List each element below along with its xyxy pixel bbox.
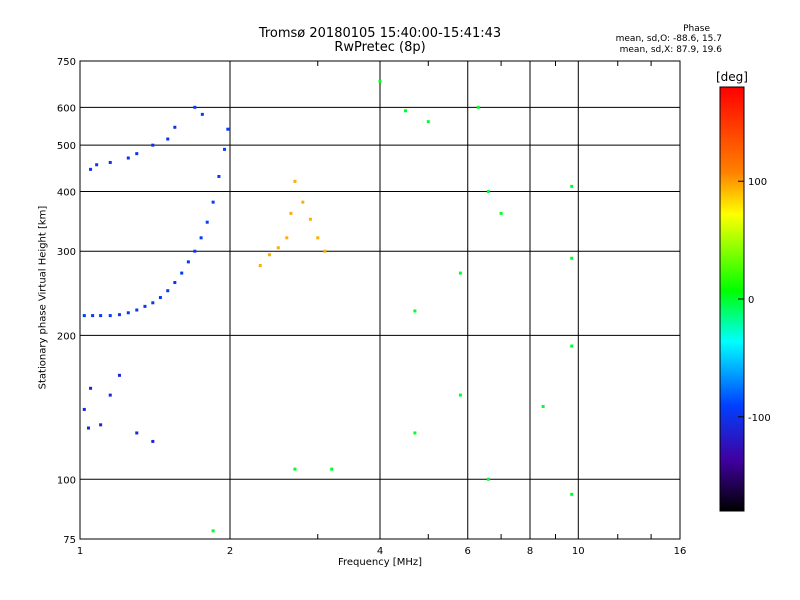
- data-point: [570, 256, 574, 260]
- x-tick-label: 1: [77, 546, 83, 557]
- y-tick-label: 100: [57, 475, 76, 486]
- colorbar-tick-label: 0: [748, 295, 754, 306]
- x-axis-label: Frequency [MHz]: [337, 557, 423, 568]
- data-point: [323, 249, 327, 253]
- data-point: [95, 163, 99, 167]
- data-point: [89, 167, 93, 171]
- x-tick-label: 10: [572, 546, 585, 557]
- data-point: [486, 477, 490, 481]
- data-point: [570, 184, 574, 188]
- data-point: [143, 304, 147, 308]
- data-point: [486, 189, 490, 193]
- data-point: [570, 344, 574, 348]
- data-point: [151, 439, 155, 443]
- data-point: [108, 160, 112, 164]
- data-point: [276, 246, 280, 250]
- data-point: [158, 296, 162, 300]
- data-point: [413, 309, 417, 313]
- data-point: [126, 156, 130, 160]
- y-tick-label: 75: [63, 535, 76, 546]
- data-point: [570, 492, 574, 496]
- chart-subtitle: RwPretec (8p): [334, 40, 426, 55]
- data-point: [126, 311, 130, 315]
- chart-title: Tromsø 20180105 15:40:00-15:41:43: [258, 26, 502, 41]
- y-tick-label: 200: [57, 331, 76, 342]
- data-point: [91, 314, 95, 318]
- data-point: [186, 260, 190, 264]
- x-tick-label: 16: [674, 546, 687, 557]
- data-point: [82, 314, 86, 318]
- data-point: [226, 127, 230, 131]
- data-point: [166, 289, 170, 293]
- phase-stats-title: Phase: [683, 24, 710, 34]
- data-point: [89, 386, 93, 390]
- data-point: [258, 264, 262, 268]
- data-point: [413, 431, 417, 435]
- y-tick-label: 300: [57, 247, 76, 258]
- data-point: [293, 179, 297, 183]
- x-tick-label: 4: [377, 546, 383, 557]
- data-point: [285, 236, 289, 240]
- data-point: [135, 431, 139, 435]
- data-point: [267, 253, 271, 257]
- data-point: [301, 200, 305, 204]
- colorbar-tick-label: -100: [748, 413, 771, 424]
- y-axis-label: Stationary phase Virtual Height [km]: [37, 205, 49, 390]
- y-tick-label: 600: [57, 103, 76, 114]
- y-tick-label: 500: [57, 141, 76, 152]
- data-point: [426, 120, 430, 124]
- data-point: [82, 407, 86, 411]
- x-tick-label: 6: [465, 546, 471, 557]
- data-point: [223, 147, 227, 151]
- data-point: [180, 271, 184, 275]
- data-point: [173, 125, 177, 129]
- data-point: [135, 308, 139, 312]
- data-point: [316, 236, 320, 240]
- data-point: [173, 281, 177, 285]
- y-tick-label: 750: [57, 57, 76, 68]
- colorbar-unit: [deg]: [716, 70, 748, 84]
- data-point: [330, 467, 334, 471]
- data-point: [99, 314, 103, 318]
- data-point: [117, 313, 121, 317]
- data-point: [476, 105, 480, 109]
- colorbar-tick-label: 100: [748, 177, 767, 188]
- data-point: [541, 404, 545, 408]
- data-point: [117, 373, 121, 377]
- data-point: [458, 271, 462, 275]
- data-point: [499, 211, 503, 215]
- x-tick-label: 2: [227, 546, 233, 557]
- data-point: [403, 109, 407, 113]
- data-point: [217, 174, 221, 178]
- data-point: [193, 105, 197, 109]
- data-point: [458, 393, 462, 397]
- data-point: [86, 426, 90, 430]
- y-tick-label: 400: [57, 187, 76, 198]
- data-point: [211, 529, 215, 533]
- x-tick-label: 8: [527, 546, 533, 557]
- data-point: [193, 249, 197, 253]
- data-point: [378, 79, 382, 83]
- data-point: [166, 137, 170, 141]
- data-point: [108, 314, 112, 318]
- data-point: [108, 393, 112, 397]
- data-point: [308, 217, 312, 221]
- data-point: [205, 220, 209, 224]
- data-point: [211, 200, 215, 204]
- data-point: [151, 143, 155, 147]
- phase-stats-o: mean, sd,O: -88.6, 15.7: [615, 34, 722, 44]
- data-point: [151, 301, 155, 305]
- data-point: [200, 112, 204, 116]
- data-point: [99, 423, 103, 427]
- phase-stats-x: mean, sd,X: 87.9, 19.6: [619, 45, 722, 55]
- data-point: [135, 152, 139, 156]
- data-point: [289, 211, 293, 215]
- data-point: [293, 467, 297, 471]
- data-point: [199, 236, 203, 240]
